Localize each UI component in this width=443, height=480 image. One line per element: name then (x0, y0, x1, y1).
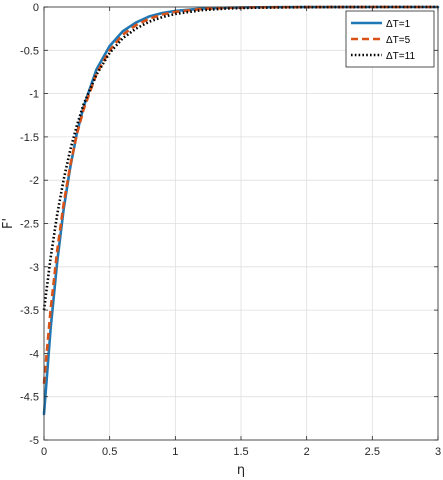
y-tick-label: -3 (29, 262, 39, 274)
y-tick-label: -4.5 (20, 392, 39, 404)
y-axis-label: F' (1, 218, 16, 229)
y-tick-label: -4 (29, 348, 39, 360)
legend-label: ΔT=1 (386, 19, 411, 30)
y-tick-label: -5 (29, 435, 39, 447)
legend-label: ΔT=5 (386, 35, 411, 46)
x-tick-label: 1.5 (233, 446, 248, 458)
x-tick-label: 2 (304, 446, 310, 458)
y-tick-label: -2 (29, 175, 39, 187)
y-tick-label: -3.5 (20, 305, 39, 317)
x-tick-label: 1 (172, 446, 178, 458)
y-tick-label: 0 (33, 2, 39, 14)
series-line-2 (42, 5, 438, 384)
y-tick-label: -1 (29, 89, 39, 101)
legend-box (345, 10, 435, 68)
legend-label: ΔT=11 (386, 51, 415, 62)
y-tick-label: -1.5 (20, 132, 39, 144)
x-axis-label: η (237, 463, 245, 478)
legend: ΔT=1 ΔT=5 ΔT=11 (345, 10, 435, 68)
x-tick-label: 2.5 (365, 446, 380, 458)
y-tick-label: -0.5 (20, 45, 39, 57)
x-tick-label: 0.5 (102, 446, 117, 458)
x-tick-label: 0 (41, 446, 47, 458)
series-line-3 (42, 5, 438, 311)
y-tick-label: -2.5 (20, 219, 39, 231)
axis-ticks: 0 0.5 1 1.5 2 2.5 3 0 -0.5 -1 -1.5 -2 -2.5 -3 -3.5 -4 -4… (20, 2, 441, 458)
x-tick-label: 3 (435, 446, 441, 458)
